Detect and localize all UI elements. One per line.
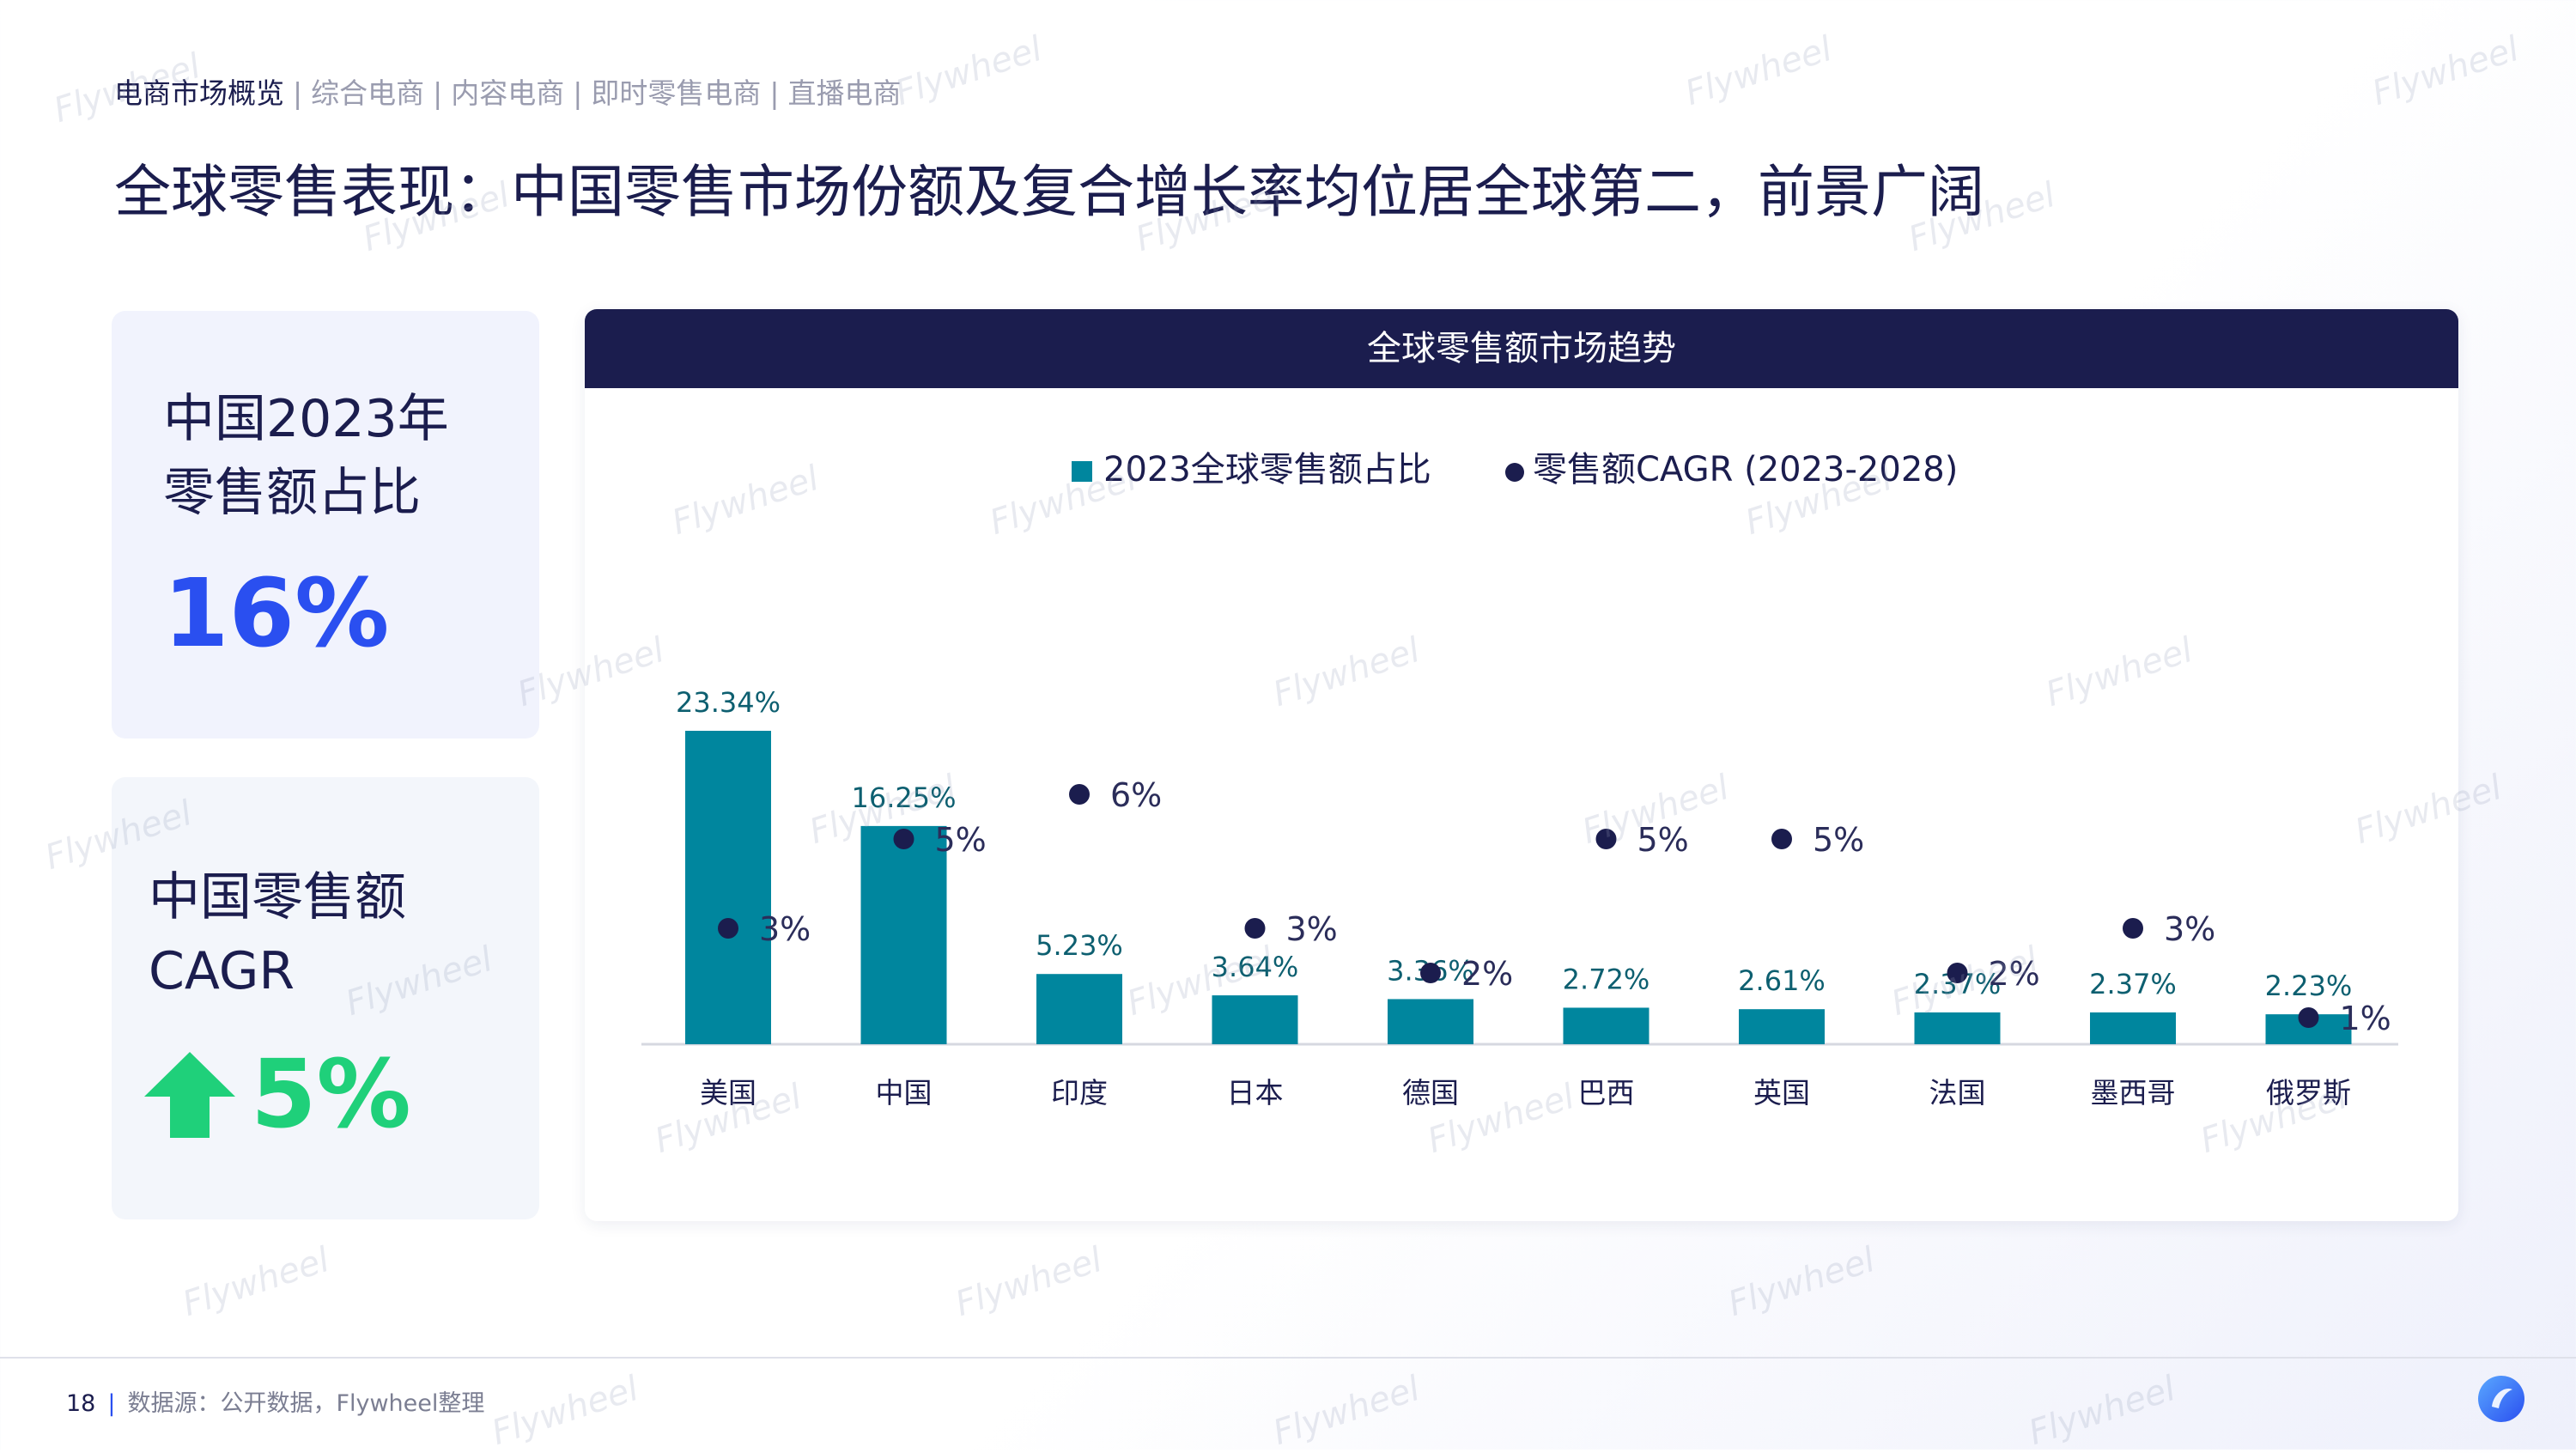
watermark: Flywheel — [2024, 1368, 2180, 1453]
bar-5 — [1563, 1007, 1649, 1044]
bar-7 — [1914, 1012, 2001, 1044]
legend-dot-label: 零售额CAGR (2023-2028) — [1533, 450, 1958, 489]
x-tick-label-6: 英国 — [1753, 1076, 1810, 1110]
footer-separator: | — [107, 1390, 116, 1417]
bar-8 — [2090, 1012, 2176, 1044]
bar-label-2: 5.23% — [1036, 929, 1123, 962]
flywheel-logo-icon — [2478, 1376, 2524, 1422]
chart-title: 全球零售额市场趋势 — [585, 309, 2458, 388]
x-tick-label-3: 日本 — [1227, 1076, 1284, 1110]
bar-label-0: 23.34% — [676, 686, 781, 719]
x-tick-label-0: 美国 — [700, 1076, 756, 1110]
cagr-label-6: 5% — [1813, 821, 1864, 859]
watermark: Flywheel — [1723, 1239, 1880, 1325]
kpi-share-value: 16% — [163, 558, 390, 668]
cagr-dot-6 — [1771, 829, 1792, 849]
legend-bar-label: 2023全球零售额占比 — [1103, 450, 1431, 489]
bar-0 — [685, 731, 771, 1044]
chart-panel: 全球零售额市场趋势 2023全球零售额占比 零售额CAGR (2023-2028)… — [585, 309, 2458, 1221]
cagr-label-4: 2% — [1461, 955, 1513, 993]
x-tick-label-1: 中国 — [876, 1076, 933, 1110]
nav-separator: | — [769, 76, 780, 110]
cagr-label-0: 3% — [759, 910, 811, 948]
bar-2 — [1036, 974, 1122, 1044]
cagr-label-7: 2% — [1989, 955, 2040, 993]
watermark: Flywheel — [487, 1368, 643, 1453]
watermark: Flywheel — [1680, 28, 1837, 114]
arrow-up-icon — [144, 1052, 235, 1138]
cagr-label-2: 6% — [1110, 776, 1162, 814]
watermark: Flywheel — [178, 1239, 334, 1325]
kpi-share-title-line2: 零售额占比 — [163, 463, 421, 523]
bar-1 — [860, 825, 947, 1044]
footer-divider — [0, 1357, 2576, 1359]
watermark: Flywheel — [951, 1239, 1107, 1325]
cagr-dot-4 — [1420, 963, 1441, 983]
kpi-card-share — [112, 311, 539, 739]
kpi-share-title: 中国2023年 零售额占比 — [163, 382, 449, 530]
watermark: Flywheel — [2367, 28, 2524, 114]
cagr-label-3: 3% — [1286, 910, 1338, 948]
section-nav: 电商市场概览 | 综合电商 | 内容电商 | 即时零售电商 | 直播电商 — [114, 70, 902, 112]
page-title: 全球零售表现：中国零售市场份额及复合增长率均位居全球第二，前景广阔 — [114, 159, 1984, 225]
legend-dot-swatch — [1505, 463, 1524, 482]
kpi-cagr-value: 5% — [251, 1039, 411, 1149]
nav-item-live-stream[interactable]: 直播电商 — [787, 76, 902, 110]
bar-label-9: 2.23% — [2265, 970, 2353, 1002]
legend-bar-swatch — [1072, 461, 1092, 482]
nav-separator: | — [293, 76, 303, 110]
cagr-dot-2 — [1069, 784, 1090, 805]
page-number: 18 — [66, 1390, 96, 1417]
bar-label-8: 2.37% — [2089, 968, 2177, 1000]
bar-6 — [1739, 1009, 1825, 1044]
x-tick-label-2: 印度 — [1051, 1076, 1108, 1110]
bar-label-5: 2.72% — [1563, 963, 1650, 995]
nav-item-content[interactable]: 内容电商 — [451, 76, 565, 110]
cagr-dot-0 — [718, 918, 738, 939]
bar-label-3: 3.64% — [1212, 951, 1299, 983]
cagr-label-1: 5% — [935, 821, 987, 859]
data-source: 数据源：公开数据，Flywheel整理 — [127, 1390, 485, 1417]
cagr-label-5: 5% — [1637, 821, 1689, 859]
cagr-dot-5 — [1595, 829, 1617, 849]
bar-4 — [1388, 999, 1473, 1044]
cagr-label-8: 3% — [2164, 910, 2215, 948]
kpi-card-cagr — [112, 777, 539, 1219]
nav-item-instant-retail[interactable]: 即时零售电商 — [591, 76, 762, 110]
nav-item-comprehensive[interactable]: 综合电商 — [311, 76, 425, 110]
footer: 18 | 数据源：公开数据，Flywheel整理 — [66, 1384, 484, 1418]
bar-label-1: 16.25% — [851, 781, 956, 814]
bar-label-6: 2.61% — [1738, 964, 1826, 997]
nav-separator: | — [573, 76, 583, 110]
kpi-share-title-line1: 中国2023年 — [163, 389, 449, 449]
watermark: Flywheel — [49, 46, 205, 131]
nav-separator: | — [433, 76, 443, 110]
cagr-dot-9 — [2298, 1007, 2319, 1028]
cagr-dot-7 — [1947, 963, 1968, 983]
x-tick-label-4: 德国 — [1402, 1076, 1459, 1110]
retail-chart: 2023全球零售额占比 零售额CAGR (2023-2028) 23.34% 美国 3%… — [641, 450, 2398, 1110]
cagr-dot-1 — [893, 829, 914, 849]
cagr-dot-3 — [1244, 918, 1266, 939]
watermark: Flywheel — [1268, 1368, 1425, 1453]
bar-3 — [1212, 995, 1298, 1044]
cagr-label-9: 1% — [2340, 1000, 2391, 1037]
cagr-dot-8 — [2123, 918, 2143, 939]
kpi-cagr-title-line1: 中国零售额 — [149, 867, 406, 927]
nav-item-overview[interactable]: 电商市场概览 — [114, 76, 284, 110]
watermark: Flywheel — [890, 28, 1047, 114]
kpi-cagr-title-line2: CAGR — [149, 941, 295, 1001]
x-tick-label-8: 墨西哥 — [2091, 1076, 2176, 1110]
x-tick-label-9: 俄罗斯 — [2266, 1076, 2351, 1110]
kpi-cagr-title: 中国零售额 CAGR — [149, 860, 406, 1008]
x-tick-label-5: 巴西 — [1578, 1076, 1635, 1110]
x-tick-label-7: 法国 — [1929, 1076, 1986, 1110]
